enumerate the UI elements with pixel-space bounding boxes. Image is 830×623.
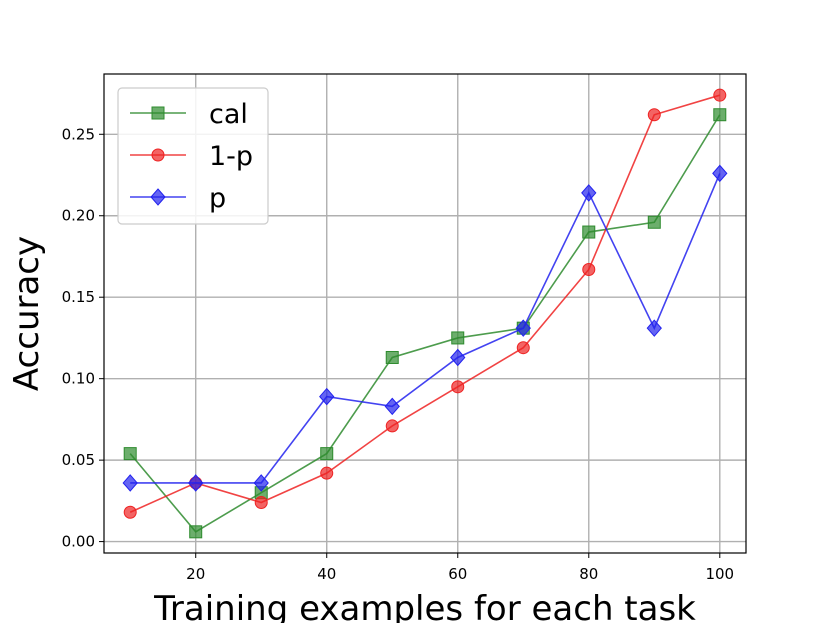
x-tick-label: 80 (579, 565, 598, 583)
x-tick-label: 60 (448, 565, 467, 583)
data-point-p (319, 387, 335, 406)
data-point-p (581, 184, 597, 202)
data-point-cal (385, 350, 399, 364)
data-point-p (712, 164, 728, 183)
data-point-1-p (516, 341, 530, 355)
series-p (122, 164, 728, 492)
data-point-1-p (320, 466, 334, 480)
data-point-1-p (582, 263, 596, 277)
data-point-cal (123, 447, 137, 461)
series-line-p (130, 173, 721, 484)
legend-marker (150, 188, 166, 206)
y-axis-label: Accuracy (7, 236, 47, 391)
y-tick-label: 0.10 (62, 370, 95, 388)
data-point-cal (647, 215, 661, 229)
legend-label: p (209, 183, 226, 214)
data-point-1-p (123, 505, 137, 519)
x-axis-label: Training examples for each task (153, 589, 696, 623)
data-point-1-p (647, 108, 661, 122)
data-point-cal (582, 225, 596, 239)
x-tick-label: 20 (186, 565, 205, 583)
data-point-1-p (713, 88, 727, 102)
plot-frame (103, 73, 747, 554)
legend-label: 1-p (209, 141, 253, 172)
data-point-1-p (451, 380, 465, 394)
legend-marker (151, 106, 165, 120)
data-point-p (253, 474, 269, 492)
ticks-layer: 20 40 60 80 100 0.00 0.05 0.10 0.15 0.20 0.25 (62, 125, 735, 583)
series-layer (122, 88, 728, 539)
series-line-1-p (129, 94, 721, 513)
x-tick-label: 100 (705, 565, 734, 583)
legend-item-1-p: 1-p (130, 141, 253, 172)
data-point-cal (320, 447, 334, 461)
data-point-p (188, 474, 204, 492)
legend-label: cal (209, 99, 248, 130)
y-tick-label: 0.20 (62, 207, 95, 225)
data-point-p (450, 348, 466, 367)
y-tick-label: 0.00 (62, 533, 95, 551)
series-line-cal (129, 114, 721, 533)
data-point-cal (189, 525, 203, 539)
data-point-1-p (254, 495, 268, 509)
y-tick-label: 0.15 (62, 288, 95, 306)
data-point-p (515, 319, 531, 337)
data-point-cal (713, 108, 727, 122)
x-tick-label: 40 (317, 565, 336, 583)
y-tick-label: 0.05 (62, 451, 95, 469)
data-point-p (646, 319, 662, 337)
data-point-1-p (385, 419, 399, 433)
data-point-cal (451, 331, 465, 345)
y-tick-label: 0.25 (62, 125, 95, 143)
data-point-p (122, 474, 138, 492)
legend-marker (151, 148, 165, 162)
legend-item-p: p (130, 183, 226, 214)
legend-box (117, 87, 269, 225)
data-point-p (384, 397, 400, 416)
legend-item-cal: cal (130, 99, 248, 130)
legend: cal 1-p p (117, 87, 269, 225)
